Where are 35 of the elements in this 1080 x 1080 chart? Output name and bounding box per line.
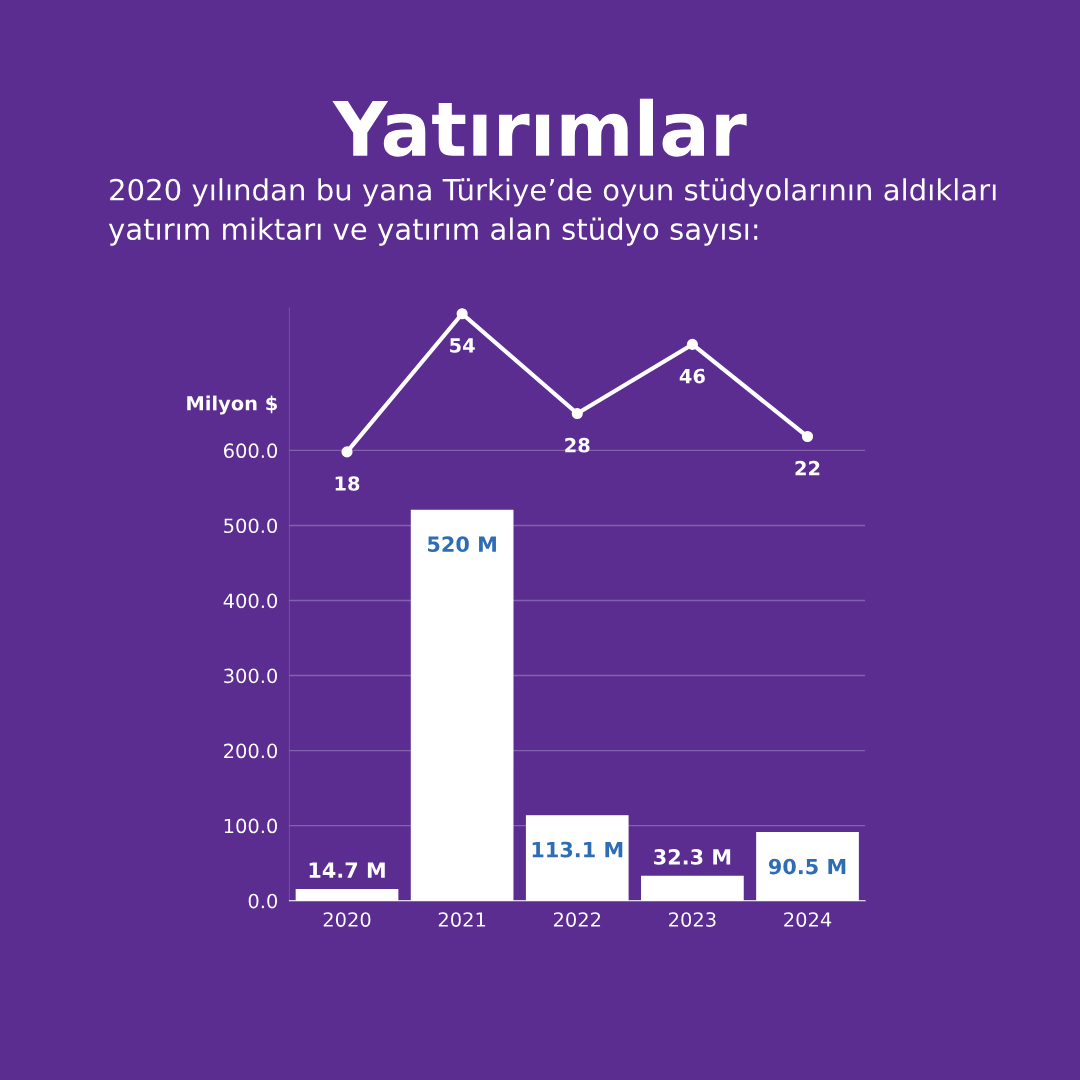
data-label: 520 M	[428, 536, 496, 553]
data-label: 18	[335, 476, 360, 491]
y-tick-label: 0.0	[248, 893, 278, 909]
data-label: 113.1 M	[532, 841, 623, 858]
y-tick-label: 500.0	[224, 518, 278, 534]
chart-title: Yatırımlar	[332, 98, 747, 157]
data-label: 22	[795, 460, 820, 476]
point	[571, 407, 583, 420]
x-tick-label: 2021	[438, 912, 486, 927]
bar	[295, 888, 399, 901]
data-label: 90.5 M	[768, 858, 846, 875]
bar	[525, 815, 629, 901]
data-label: 32.3 M	[654, 848, 731, 865]
y-tick-label: 300.0	[224, 668, 278, 684]
data-label: 46	[679, 368, 705, 384]
data-label: 28	[565, 437, 590, 453]
data-label: 54	[450, 338, 475, 353]
x-tick-label: 2020	[323, 912, 371, 927]
y-tick-label: 600.0	[224, 443, 278, 459]
data-label: 14.7 M	[309, 862, 385, 878]
chart-subtitle: 2020 yılından bu yana Türkiye’de oyun stüdyolarının aldıkları yatırım miktarı ve yatırım alan stüdyo sayısı:	[108, 178, 996, 246]
x-tick-label: 2022	[553, 912, 601, 927]
bar	[756, 832, 859, 901]
point	[456, 308, 468, 320]
point	[686, 338, 698, 350]
x-tick-label: 2023	[669, 912, 716, 927]
x-tick-label: 2024	[784, 912, 832, 927]
bar	[410, 509, 514, 901]
y-tick-label: 200.0	[224, 743, 278, 759]
y-tick-label: 400.0	[223, 593, 278, 609]
point	[341, 446, 353, 458]
y-axis-title: Milyon $	[187, 395, 277, 415]
bar	[641, 875, 744, 901]
y-tick-label: 100.0	[224, 818, 278, 834]
point	[801, 430, 814, 443]
